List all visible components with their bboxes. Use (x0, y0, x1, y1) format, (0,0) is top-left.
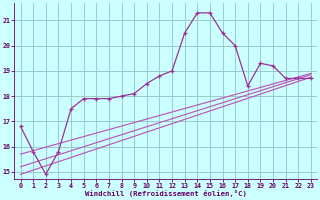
X-axis label: Windchill (Refroidissement éolien,°C): Windchill (Refroidissement éolien,°C) (85, 190, 247, 197)
